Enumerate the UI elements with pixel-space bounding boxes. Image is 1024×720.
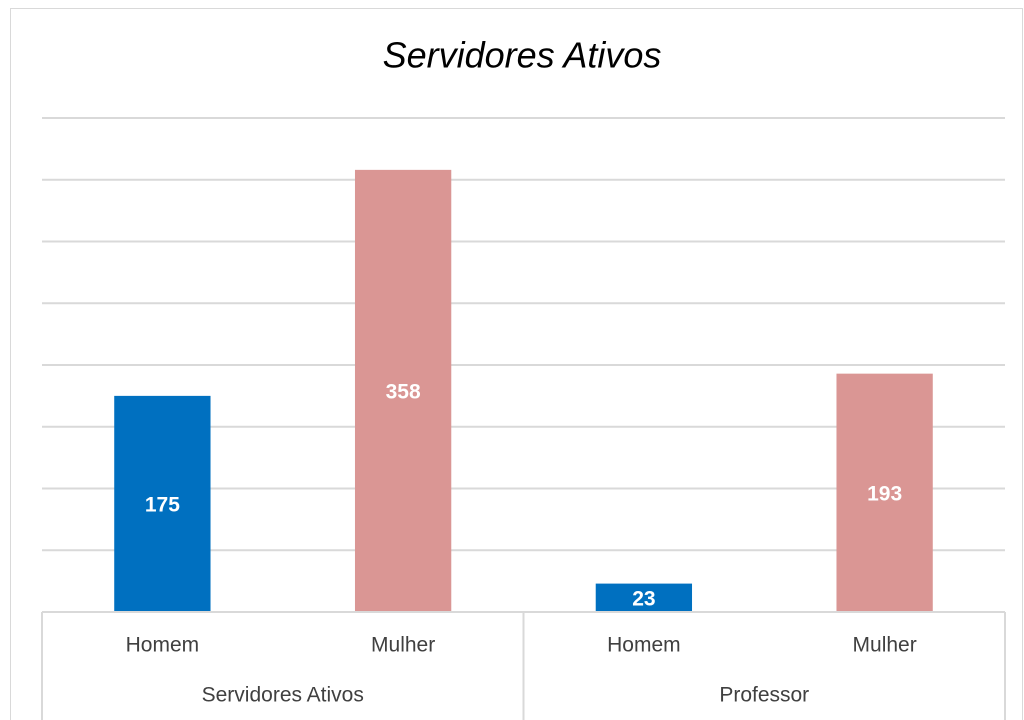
data-label: 23: [632, 587, 655, 610]
data-label: 193: [867, 482, 902, 505]
bar: [114, 395, 211, 612]
group-label: Professor: [719, 684, 809, 707]
x-tick-label: Mulher: [853, 634, 917, 657]
x-tick-label: Mulher: [371, 634, 435, 657]
x-tick-label: Homem: [126, 634, 200, 657]
bar: [354, 169, 452, 612]
chart-title: Servidores Ativos: [383, 35, 662, 76]
bar: [836, 373, 933, 612]
bar: [595, 583, 693, 612]
data-label: 358: [386, 380, 421, 403]
group-label: Servidores Ativos: [202, 684, 364, 707]
data-label: 175: [145, 493, 180, 516]
x-tick-label: Homem: [607, 634, 681, 657]
